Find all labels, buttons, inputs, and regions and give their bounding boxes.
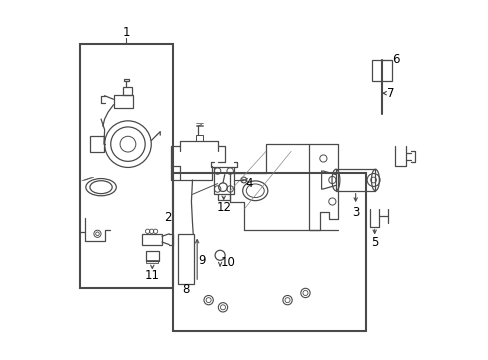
Bar [146,260,158,263]
Text: 12: 12 [216,202,231,215]
Text: 4: 4 [245,177,252,190]
Bar [172,173,366,330]
Bar [123,78,128,81]
Text: 1: 1 [122,27,130,40]
Bar [335,169,375,191]
Bar [371,60,391,81]
Text: 9: 9 [198,254,205,267]
Text: 10: 10 [221,256,235,269]
Text: 11: 11 [144,269,160,282]
Text: 2: 2 [163,211,171,224]
Text: 5: 5 [370,236,378,249]
Bar [196,135,203,140]
Bar [214,167,233,194]
Text: 7: 7 [386,87,394,100]
Bar [145,251,159,261]
Text: 6: 6 [391,53,398,66]
Bar [80,44,172,288]
Bar [113,95,133,108]
Bar [90,136,104,152]
Text: 8: 8 [182,283,189,296]
Text: 3: 3 [351,206,359,219]
Bar [178,234,194,284]
Bar [142,234,162,244]
Bar [122,87,131,95]
